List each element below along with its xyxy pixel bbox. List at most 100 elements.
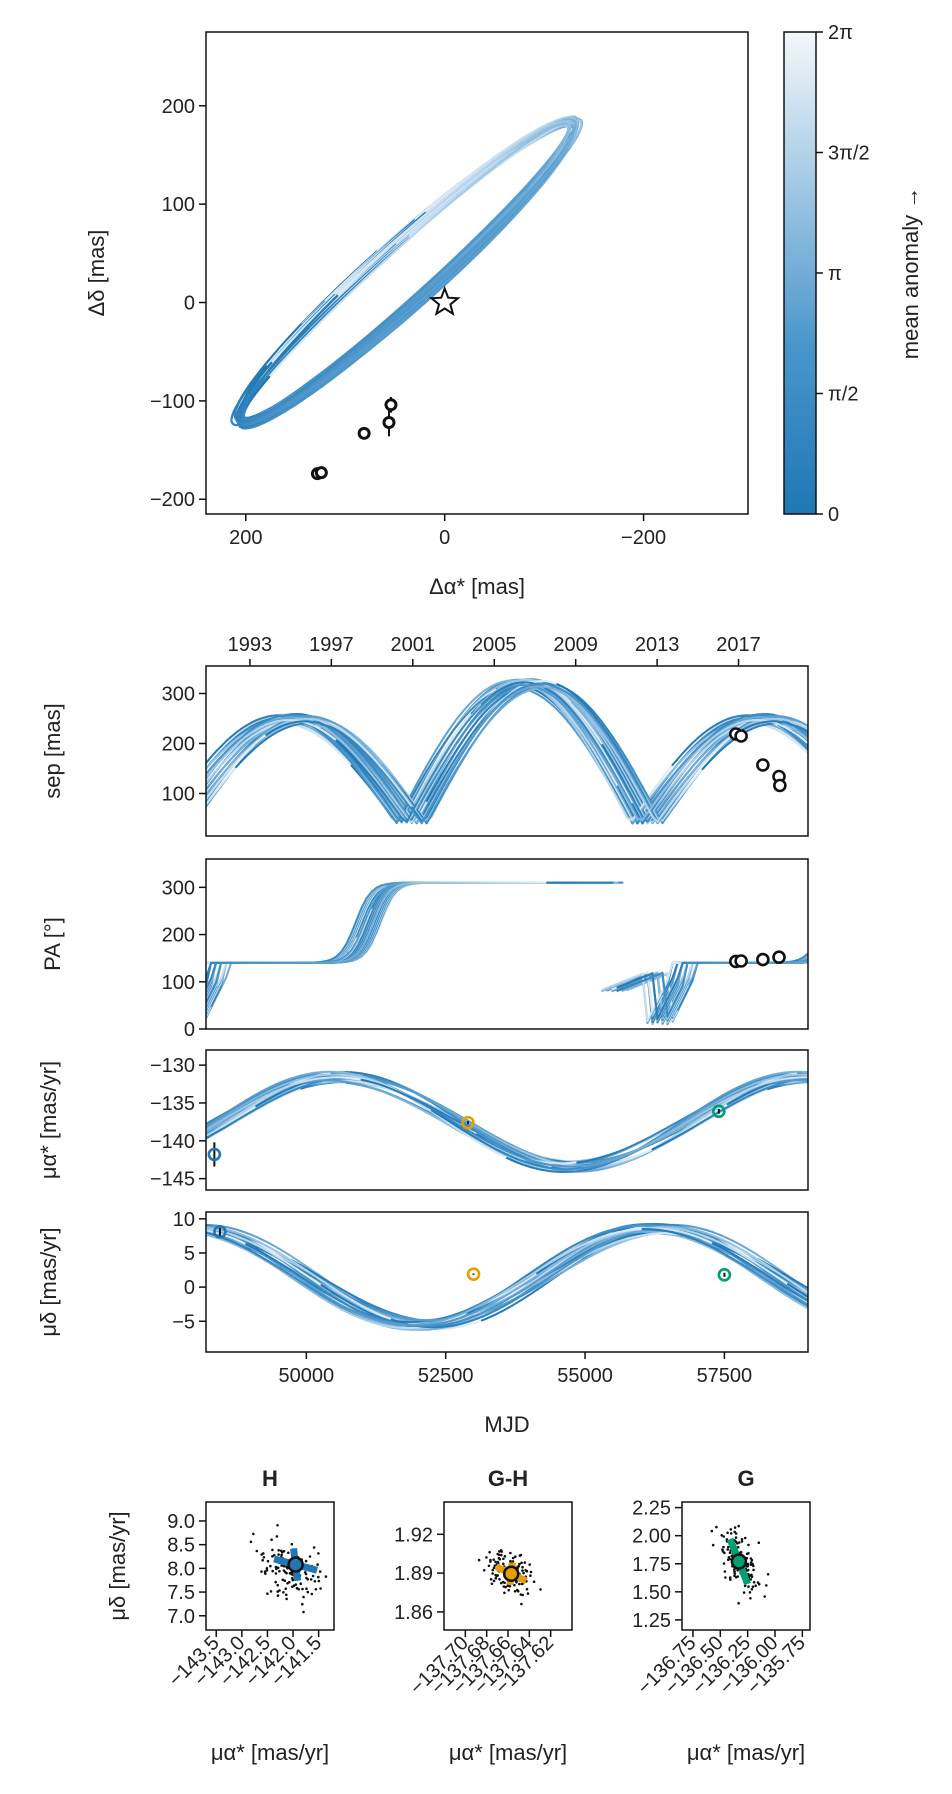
orbit-segment	[452, 185, 466, 197]
orbit-segment	[525, 136, 536, 145]
orbit-segment	[330, 298, 343, 311]
series-segment	[596, 753, 604, 764]
series-segment	[551, 697, 559, 704]
series-segment	[601, 735, 609, 746]
orbit-segment	[546, 161, 556, 172]
orbit-segment	[566, 122, 570, 127]
orbit-segment	[545, 155, 553, 165]
series-segment	[576, 709, 584, 718]
orbit-segment	[303, 385, 316, 394]
orbit-segment	[477, 237, 491, 250]
orbit-segment	[353, 345, 367, 357]
orbit-segment	[430, 205, 444, 217]
orbit-segment	[268, 360, 277, 371]
series-segment	[395, 800, 403, 810]
orbit-segment	[468, 248, 482, 262]
orbit-segment	[396, 237, 411, 250]
orbit-segment	[524, 190, 536, 202]
orbit-segment	[330, 361, 344, 372]
orbit-segment	[497, 155, 510, 165]
series-segment	[335, 743, 343, 750]
series-segment	[415, 773, 423, 785]
series-segment	[611, 751, 619, 763]
series-segment	[220, 763, 228, 772]
orbit-segment	[493, 214, 506, 227]
orbit-segment	[413, 213, 428, 226]
series-segment	[465, 726, 473, 736]
orbit-segment	[432, 206, 446, 219]
orbit-segment	[268, 413, 278, 420]
orbit-segment	[498, 147, 510, 156]
series-segment	[581, 739, 589, 749]
orbit-segment	[406, 293, 421, 307]
orbit-segment	[467, 247, 480, 261]
orbit-segment	[266, 411, 275, 417]
series-segment	[676, 763, 684, 771]
orbit-segment	[331, 369, 345, 380]
orbit-segment	[562, 141, 570, 150]
orbit-segment	[466, 178, 480, 190]
orbit-segment	[515, 136, 527, 144]
series-segment	[385, 799, 393, 809]
series-segment	[375, 792, 383, 802]
series-segment	[435, 745, 443, 756]
series-segment	[797, 735, 804, 742]
series-segment	[345, 740, 353, 747]
series-segment	[651, 793, 659, 803]
series-segment	[385, 809, 393, 819]
orbit-segment	[529, 178, 539, 190]
orbit-segment	[287, 330, 298, 343]
orbit-segment	[313, 305, 326, 318]
series-segment	[596, 715, 604, 724]
series-segment	[350, 741, 358, 749]
series-segment	[430, 789, 438, 800]
astrometry-frame	[205, 31, 749, 515]
orbit-segment	[538, 126, 547, 132]
orbit-segment	[381, 313, 396, 326]
orbit-segment	[523, 131, 534, 139]
orbit-segment	[385, 316, 399, 328]
series-segment	[440, 764, 448, 776]
series-segment	[375, 787, 383, 797]
series-segment	[711, 740, 719, 748]
series-segment	[701, 754, 709, 762]
orbit-segment	[261, 375, 271, 386]
orbit-segment	[311, 376, 324, 386]
series-segment	[621, 751, 629, 762]
series-segment	[235, 748, 243, 755]
orbit-segment	[533, 177, 544, 189]
series-segment	[601, 768, 609, 779]
series-segment	[470, 695, 478, 703]
series-segment	[380, 760, 388, 769]
series-segment	[591, 744, 599, 755]
series-segment	[440, 738, 448, 748]
series-segment	[626, 778, 634, 790]
orbit-segment	[285, 334, 297, 347]
orbit-segment	[557, 143, 564, 152]
astrometry-point	[382, 416, 396, 430]
series-segment	[240, 730, 248, 736]
series-segment	[586, 736, 594, 747]
series-segment	[797, 737, 804, 744]
orbit-segment	[476, 233, 489, 247]
orbit-segment	[451, 249, 465, 263]
series-segment	[601, 721, 609, 731]
series-segment	[691, 760, 699, 768]
series-segment	[370, 767, 378, 776]
orbit-segment	[327, 297, 341, 311]
series-segment	[591, 721, 599, 731]
series-segment	[621, 801, 629, 813]
orbit-segment	[494, 208, 507, 221]
series-segment	[686, 748, 694, 756]
series-segment	[460, 740, 468, 750]
series-segment	[220, 747, 228, 754]
orbit-segment	[262, 415, 271, 421]
series-segment	[360, 770, 368, 779]
orbit-segment	[507, 147, 519, 156]
series-segment	[631, 790, 639, 802]
orbit-segment	[473, 228, 487, 242]
orbit-segment	[360, 334, 374, 347]
series-segment	[621, 772, 629, 784]
y-tick-label: 0	[184, 293, 195, 315]
